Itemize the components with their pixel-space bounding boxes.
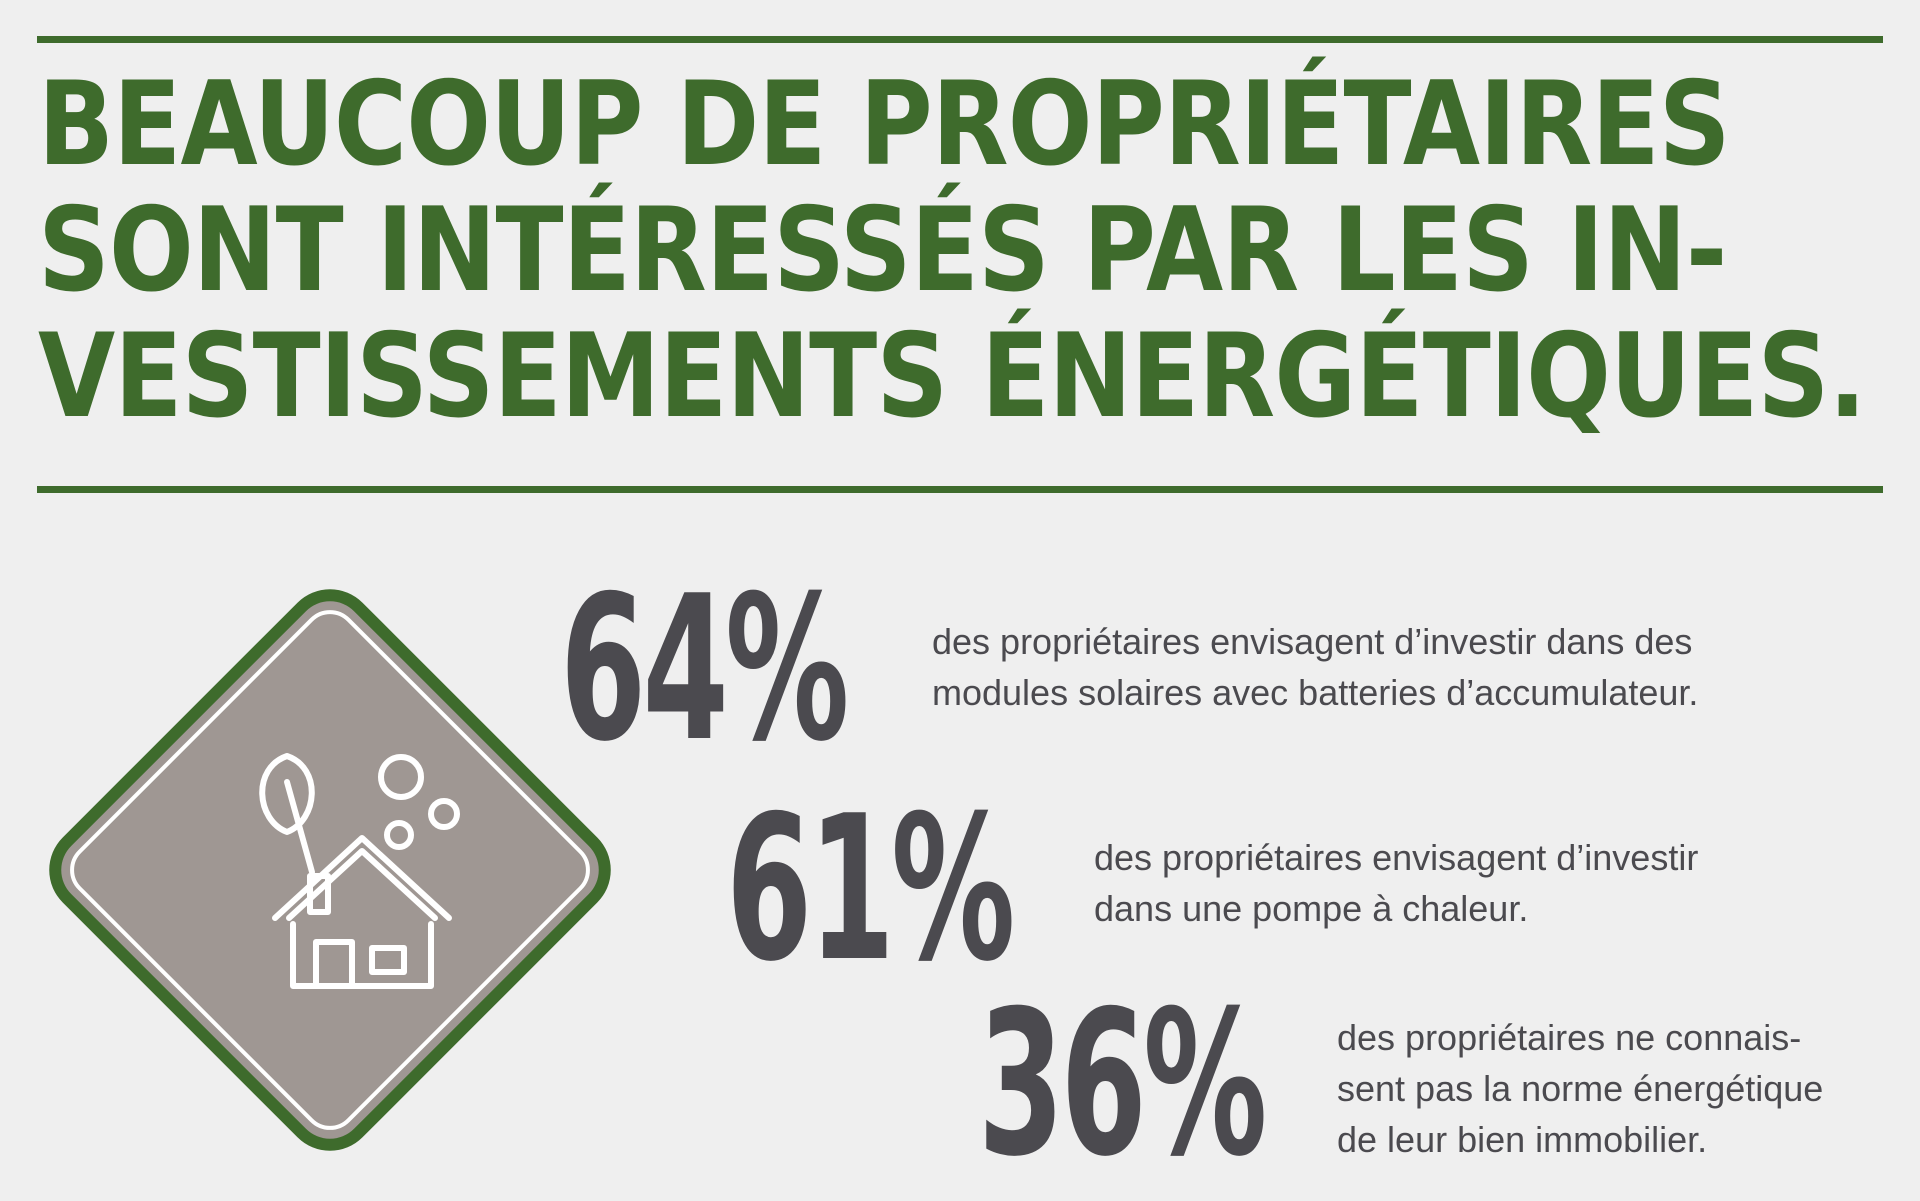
- stat-description: des propriétaires ne connais- sent pas l…: [1337, 1012, 1823, 1165]
- stat-value: 64%: [560, 553, 849, 786]
- house-window: [369, 945, 407, 975]
- leaf-stem: [284, 779, 315, 875]
- stat-description-line: sent pas la norme énergétique: [1337, 1068, 1824, 1109]
- headline-line-3: VESTISSEMENTS ÉNERGÉTIQUES.: [38, 309, 1866, 444]
- smoke-bubble-medium: [428, 798, 460, 830]
- house-roof-inner: [286, 848, 438, 921]
- headline: BEAUCOUP DE PROPRIÉTAIRES SONT INTÉRESSÉ…: [38, 57, 1866, 444]
- stat-value: 61%: [726, 773, 1015, 1006]
- headline-line-2: SONT INTÉRESSÉS PAR LES IN-: [38, 183, 1727, 318]
- smoke-bubble-small: [384, 820, 414, 850]
- house-door: [313, 939, 355, 989]
- stat-description-line: dans une pompe à chaleur.: [1094, 888, 1529, 929]
- eco-house-icon: [49, 589, 611, 1151]
- badge-inner-outline: [70, 610, 590, 1130]
- stat-description-line: modules solaires avec batteries d’accumu…: [932, 672, 1699, 713]
- stat-description: des propriétaires envisagent d’investir …: [932, 616, 1698, 718]
- eco-house-badge: [30, 570, 630, 1170]
- stat-description-line: des propriétaires envisagent d’investir …: [932, 621, 1693, 662]
- bottom-divider: [37, 486, 1883, 493]
- stat-description-line: des propriétaires envisagent d’investir: [1094, 837, 1699, 878]
- stat-description-line: des propriétaires ne connais-: [1337, 1017, 1802, 1058]
- stat-description-line: de leur bien immobilier.: [1337, 1119, 1708, 1160]
- stat-value: 36%: [978, 968, 1267, 1201]
- stat-description: des propriétaires envisagent d’investir …: [1094, 832, 1698, 934]
- house-walls: [290, 921, 434, 989]
- house-roof: [272, 835, 452, 921]
- leaf-icon: [259, 753, 315, 835]
- headline-line-1: BEAUCOUP DE PROPRIÉTAIRES: [38, 57, 1731, 192]
- smoke-bubble-large: [378, 754, 424, 800]
- top-divider: [37, 36, 1883, 43]
